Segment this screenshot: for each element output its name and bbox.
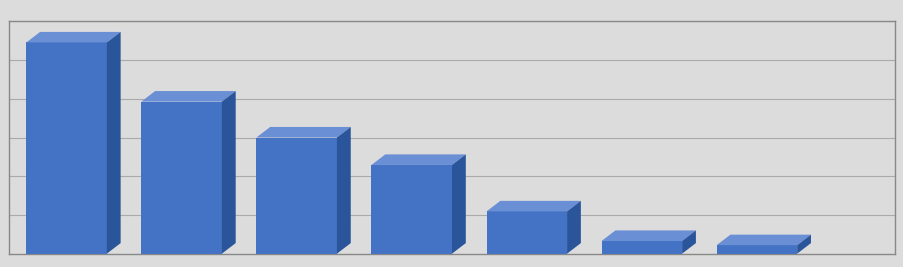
- Polygon shape: [141, 102, 221, 254]
- Polygon shape: [566, 201, 581, 254]
- Polygon shape: [486, 211, 566, 254]
- Polygon shape: [716, 235, 810, 245]
- Polygon shape: [107, 32, 120, 254]
- Polygon shape: [452, 154, 465, 254]
- Polygon shape: [26, 42, 107, 254]
- Polygon shape: [600, 241, 682, 254]
- Polygon shape: [256, 138, 337, 254]
- Polygon shape: [716, 245, 796, 254]
- Polygon shape: [371, 154, 465, 165]
- Polygon shape: [141, 91, 236, 102]
- Polygon shape: [600, 230, 695, 241]
- Polygon shape: [682, 230, 695, 254]
- Polygon shape: [26, 32, 120, 42]
- Polygon shape: [256, 127, 350, 138]
- Polygon shape: [221, 91, 236, 254]
- Polygon shape: [337, 127, 350, 254]
- Polygon shape: [371, 165, 452, 254]
- Polygon shape: [796, 235, 810, 254]
- Polygon shape: [486, 201, 581, 211]
